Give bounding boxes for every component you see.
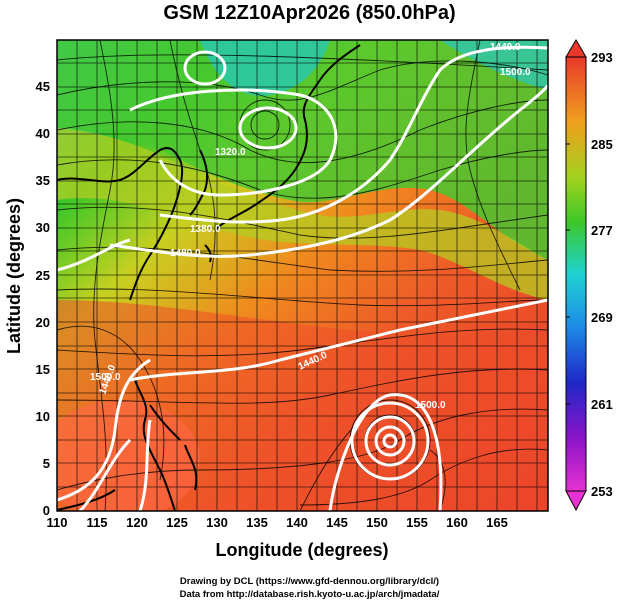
map-title: GSM 12Z10Apr2026 (850.0hPa) bbox=[163, 2, 456, 24]
contour-label: 1380.0 bbox=[190, 224, 221, 235]
x-tick-label: 150 bbox=[366, 515, 388, 530]
y-tick-label: 20 bbox=[36, 315, 50, 330]
footer-credit-line: Drawing by DCL (https://www.gfd-dennou.o… bbox=[179, 576, 440, 587]
colorbar-tick-label: 261 bbox=[591, 397, 613, 412]
y-axis: 0 5 10 15 20 25 30 35 40 45 bbox=[36, 79, 50, 518]
contour-label: 1500.0 bbox=[415, 400, 446, 411]
contour-label: 1320.0 bbox=[215, 147, 246, 158]
y-tick-label: 0 bbox=[43, 503, 50, 518]
coastlines bbox=[57, 44, 361, 511]
y-tick-label: 45 bbox=[36, 79, 50, 94]
contour-label: 1500.0 bbox=[90, 372, 121, 383]
y-tick-label: 10 bbox=[36, 409, 50, 424]
x-tick-label: 135 bbox=[246, 515, 268, 530]
contour-label: 1480.0 bbox=[170, 248, 201, 259]
colorbar: 253 261 269 277 285 293 bbox=[565, 39, 613, 512]
height-contours bbox=[57, 45, 548, 511]
plot-frame bbox=[56, 39, 549, 512]
y-tick-label: 30 bbox=[36, 220, 50, 235]
contour-labels: 1320.0 1440.0 1500.0 1500.0 1500.0 1380.… bbox=[90, 42, 531, 411]
x-axis: 110 115 120 125 130 135 140 145 150 155 … bbox=[47, 515, 508, 530]
x-tick-label: 165 bbox=[486, 515, 508, 530]
y-tick-label: 40 bbox=[36, 126, 50, 141]
contour-label: 1440.0 bbox=[490, 42, 521, 53]
x-tick-label: 120 bbox=[126, 515, 148, 530]
x-tick-label: 115 bbox=[87, 515, 108, 530]
colorbar-tick-label: 277 bbox=[591, 223, 613, 238]
x-tick-label: 140 bbox=[286, 515, 308, 530]
temperature-field bbox=[57, 40, 548, 511]
colorbar-tick-label: 293 bbox=[591, 50, 613, 65]
y-tick-label: 25 bbox=[36, 268, 50, 283]
colorbar-tick-label: 253 bbox=[591, 484, 613, 499]
x-tick-label: 145 bbox=[326, 515, 348, 530]
x-tick-label: 130 bbox=[206, 515, 228, 530]
y-tick-label: 5 bbox=[43, 456, 50, 471]
colorbar-tick-label: 285 bbox=[591, 137, 613, 152]
colorbar-min-triangle bbox=[565, 490, 587, 512]
colorbar-scale bbox=[565, 56, 587, 492]
y-axis-label: Latitude (degrees) bbox=[4, 198, 24, 354]
y-tick-label: 15 bbox=[36, 362, 50, 377]
footer-data-line: Data from http://database.rish.kyoto-u.a… bbox=[179, 589, 440, 600]
colorbar-tick-label: 269 bbox=[591, 310, 613, 325]
x-tick-label: 155 bbox=[406, 515, 428, 530]
y-tick-label: 35 bbox=[36, 173, 50, 188]
x-tick-label: 160 bbox=[446, 515, 468, 530]
x-tick-label: 125 bbox=[166, 515, 188, 530]
colorbar-max-triangle bbox=[565, 39, 587, 58]
x-tick-label: 110 bbox=[47, 515, 68, 530]
x-axis-label: Longitude (degrees) bbox=[215, 540, 388, 560]
contour-label: 1500.0 bbox=[500, 67, 531, 78]
